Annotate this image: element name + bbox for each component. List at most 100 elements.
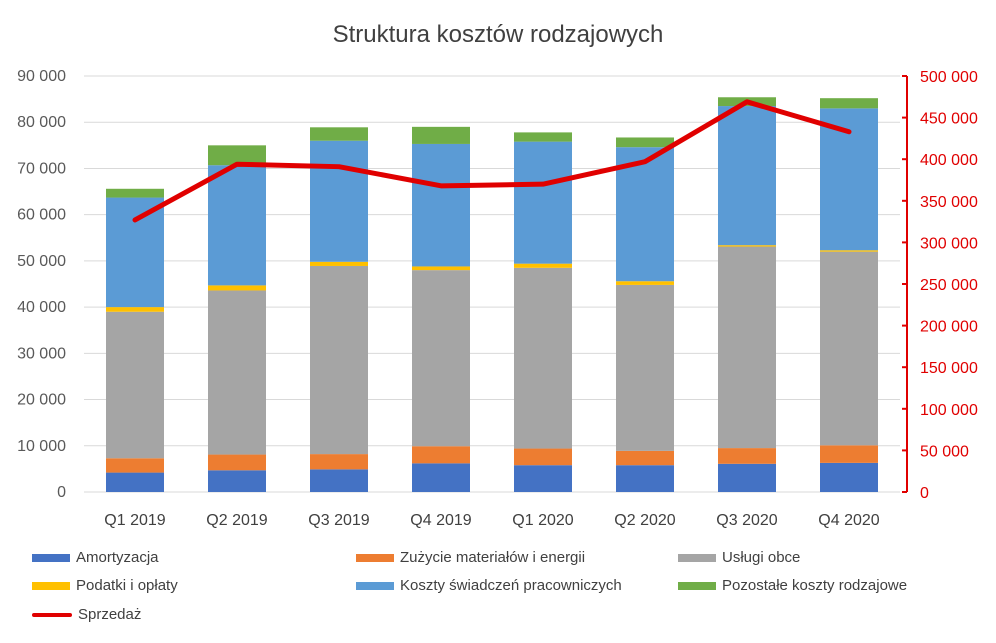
bar-segment	[208, 290, 266, 455]
x-tick-label: Q2 2020	[614, 512, 675, 529]
legend-label: Usługi obce	[722, 549, 801, 566]
bar-segment	[412, 446, 470, 464]
chart-plot: Struktura kosztów rodzajowych 0 10 000 20 …	[17, 21, 978, 529]
legend-swatch	[356, 581, 394, 590]
bar-segment	[616, 450, 674, 466]
legend-swatch	[32, 612, 72, 617]
legend-item: Podatki i opłaty	[32, 577, 178, 594]
bar-segment	[514, 132, 572, 142]
y-right-tick-label: 300 000	[920, 235, 978, 252]
bar-segment	[616, 137, 674, 148]
bar-segment	[412, 463, 470, 492]
bar-segment	[106, 307, 164, 312]
bar-segment	[310, 265, 368, 455]
bar-segment	[106, 472, 164, 492]
legend-label: Koszty świadczeń pracowniczych	[400, 577, 622, 594]
sales-line	[132, 99, 852, 223]
bar-segment	[514, 141, 572, 264]
y-right-tick-label: 350 000	[920, 194, 978, 211]
y-left-tick-label: 40 000	[17, 299, 66, 316]
bar-segment	[310, 127, 368, 141]
sales-line-point	[644, 161, 646, 163]
legend-swatch	[32, 581, 70, 590]
bar-segment	[412, 143, 470, 267]
legend-label: Pozostałe koszty rodzajowe	[722, 577, 908, 594]
legend-swatch	[678, 581, 716, 590]
y-left-tick-label: 50 000	[17, 253, 66, 270]
y-left-tick-label: 30 000	[17, 345, 66, 362]
bar-segment	[412, 270, 470, 447]
y-right-tick-label: 200 000	[920, 319, 978, 336]
bar-segment	[718, 106, 776, 246]
bar-segment	[616, 147, 674, 282]
legend-swatch	[678, 553, 716, 562]
legend-swatch	[356, 553, 394, 562]
y-right-tick-label: 0	[920, 485, 929, 502]
bar-segment	[616, 284, 674, 451]
gridlines	[84, 75, 900, 493]
legend-item: Usługi obce	[678, 549, 800, 566]
bar-segment	[718, 448, 776, 464]
y-right-tick-label: 150 000	[920, 360, 978, 377]
y-right-tick-label: 250 000	[920, 277, 978, 294]
axes: 0 10 000 20 000 30 000 40 000 50 000 60 000 70 …	[17, 68, 978, 529]
sales-line-point	[134, 219, 136, 221]
bar-segment	[616, 465, 674, 492]
y-right-tick-label: 400 000	[920, 152, 978, 169]
sales-line-point	[542, 183, 544, 185]
legend-label: Sprzedaż	[78, 606, 142, 623]
bar-segment	[106, 458, 164, 473]
bar-segment	[208, 454, 266, 471]
bar-segment	[820, 250, 878, 252]
legend-label: Zużycie materiałów i energii	[400, 549, 586, 566]
bar-segment	[208, 470, 266, 492]
x-tick-label: Q3 2020	[716, 512, 777, 529]
bar-segment	[514, 267, 572, 449]
bar-segment	[616, 281, 674, 285]
bar-segment	[106, 197, 164, 308]
bar-segment	[412, 126, 470, 144]
legend-item: Pozostałe koszty rodzajowe	[678, 577, 907, 594]
x-tick-label: Q2 2019	[206, 512, 267, 529]
sales-line-point	[338, 166, 340, 168]
bar-segment	[208, 165, 266, 286]
bar-segment	[820, 462, 878, 492]
bar-segment	[208, 145, 266, 166]
x-tick-label: Q3 2019	[308, 512, 369, 529]
y-right-tick-label: 50 000	[920, 443, 969, 460]
sales-line-point	[236, 163, 238, 165]
y-left-tick-label: 60 000	[17, 207, 66, 224]
legend-item: Koszty świadczeń pracowniczych	[356, 577, 622, 594]
bar-segment	[820, 98, 878, 109]
bar-segment	[718, 245, 776, 247]
bar-segment	[310, 261, 368, 266]
legend-label: Podatki i opłaty	[76, 577, 178, 594]
bar-segment	[820, 445, 878, 463]
y-left-tick-label: 90 000	[17, 68, 66, 85]
bar-segment	[106, 188, 164, 198]
y-right-tick-label: 100 000	[920, 402, 978, 419]
y-left-tick-label: 10 000	[17, 438, 66, 455]
bar-segment	[310, 454, 368, 470]
bar-segment	[310, 469, 368, 492]
y-right-tick-label: 450 000	[920, 111, 978, 128]
legend-item: Zużycie materiałów i energii	[356, 549, 585, 566]
bar-segment	[820, 251, 878, 446]
y-left-tick-label: 70 000	[17, 160, 66, 177]
sales-line-point	[848, 131, 850, 133]
bar-segment	[514, 465, 572, 492]
bar-segment	[208, 285, 266, 291]
bar-segment	[718, 246, 776, 449]
sales-line-point	[440, 185, 442, 187]
bar-segment	[514, 263, 572, 268]
bar-segment	[412, 266, 470, 271]
x-tick-label: Q1 2019	[104, 512, 165, 529]
bar-segment	[514, 448, 572, 466]
bar-segment	[718, 463, 776, 492]
legend-item: Sprzedaż	[32, 606, 141, 623]
chart-title: Struktura kosztów rodzajowych	[333, 21, 664, 48]
y-left-tick-label: 0	[57, 484, 66, 501]
legend-label: Amortyzacja	[76, 549, 159, 566]
y-left-tick-label: 80 000	[17, 114, 66, 131]
